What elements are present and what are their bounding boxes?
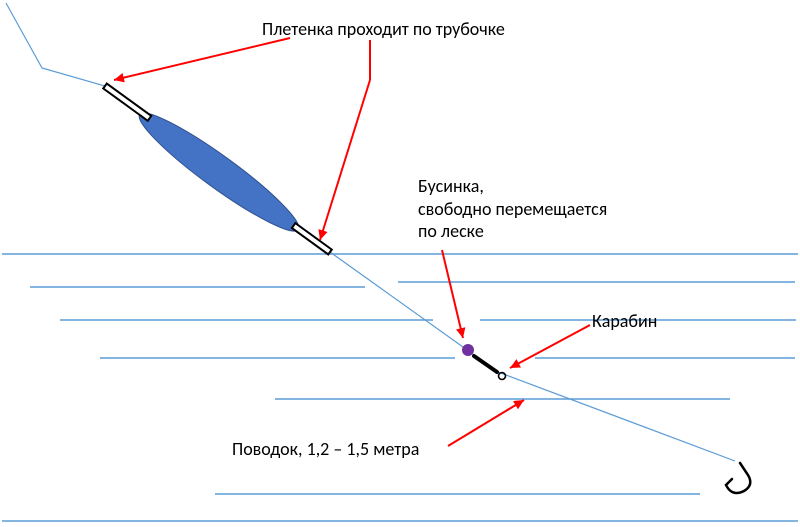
label-swivel: Карабин bbox=[592, 310, 657, 333]
label-leader: Поводок, 1,2 – 1,5 метра bbox=[232, 438, 419, 461]
label-bead: Бусинка, свободно перемещается по леске bbox=[418, 175, 607, 243]
label-tube: Плетенка проходит по трубочке bbox=[262, 18, 505, 41]
